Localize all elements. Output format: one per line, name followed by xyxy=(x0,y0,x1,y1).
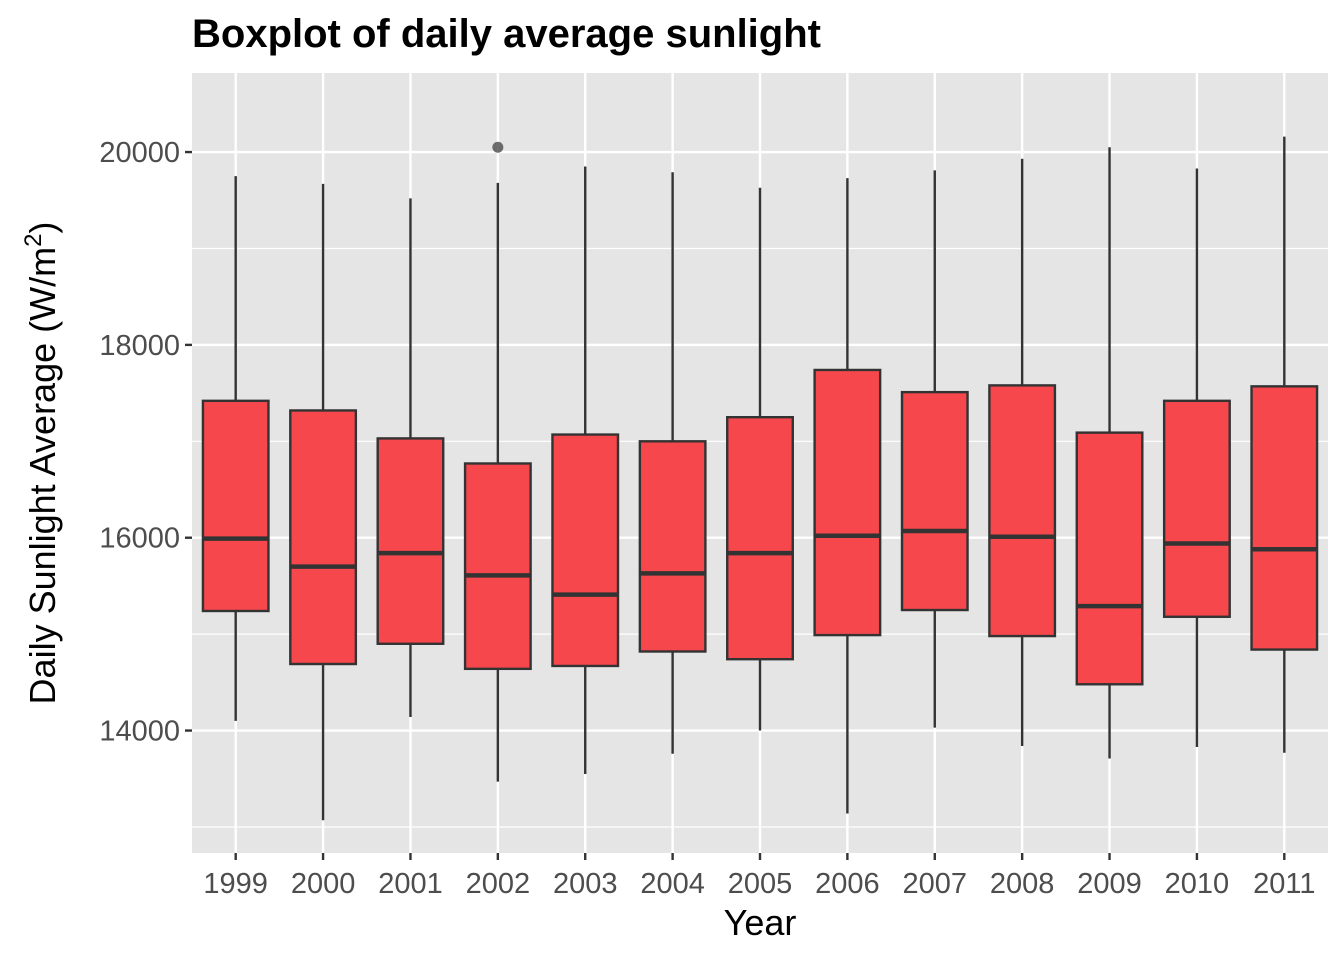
x-tick-label: 2001 xyxy=(378,868,443,900)
y-axis-title-main: Daily Sunlight Average (W/m xyxy=(22,247,63,705)
x-axis-title: Year xyxy=(724,902,797,943)
iqr-box xyxy=(638,440,707,653)
iqr-box xyxy=(1075,431,1144,686)
iqr-box xyxy=(463,462,532,671)
x-tick-label: 2008 xyxy=(990,868,1055,900)
outlier-point xyxy=(492,141,504,153)
iqr-box xyxy=(726,416,794,661)
box-2004 xyxy=(638,172,707,754)
chart-title: Boxplot of daily average sunlight xyxy=(192,12,821,56)
y-tick-label: 18000 xyxy=(99,330,180,362)
x-tick-label: 2005 xyxy=(728,868,793,900)
iqr-box xyxy=(551,433,620,668)
x-tick-label: 2009 xyxy=(1077,868,1142,900)
y-axis-title-superscript: 2 xyxy=(20,234,47,247)
iqr-box xyxy=(1250,385,1319,651)
box-2010 xyxy=(1162,168,1231,747)
y-axis-title-suffix: ) xyxy=(22,222,63,234)
x-tick-label: 2010 xyxy=(1165,868,1230,900)
iqr-box xyxy=(1162,399,1231,618)
box-2001 xyxy=(376,198,445,718)
box-2000 xyxy=(289,183,358,821)
y-axis-ticks: 14000 16000 18000 20000 xyxy=(99,137,192,748)
x-tick-label: 2003 xyxy=(553,868,618,900)
y-tick-label: 14000 xyxy=(99,716,180,748)
iqr-box xyxy=(201,399,270,613)
box-2006 xyxy=(813,178,882,814)
x-tick-label: 2006 xyxy=(815,868,880,900)
box-2008 xyxy=(988,158,1057,746)
box-2005 xyxy=(726,187,794,731)
x-axis-ticks: 1999 2000 2001 2002 2003 2004 2005 2006 2007 2008… xyxy=(203,853,1315,900)
box-2011 xyxy=(1250,136,1319,753)
box-2009 xyxy=(1075,147,1144,759)
box-2007 xyxy=(900,170,969,728)
iqr-box xyxy=(900,390,969,612)
x-tick-label: 2007 xyxy=(903,868,968,900)
x-tick-label: 2000 xyxy=(291,868,356,900)
box-1999 xyxy=(201,176,270,721)
iqr-box xyxy=(813,368,882,637)
x-tick-label: 2011 xyxy=(1253,868,1315,900)
y-axis-title: Daily Sunlight Average (W/m2) xyxy=(20,222,63,705)
iqr-box xyxy=(289,409,358,666)
iqr-box xyxy=(988,384,1057,638)
box-2002 xyxy=(463,141,532,782)
x-tick-label: 2004 xyxy=(640,868,705,900)
box-series xyxy=(201,136,1319,821)
x-tick-label: 2002 xyxy=(466,868,531,900)
x-tick-label: 1999 xyxy=(203,868,268,900)
y-tick-label: 16000 xyxy=(99,523,180,555)
y-tick-label: 20000 xyxy=(99,137,180,169)
box-2003 xyxy=(551,166,620,774)
iqr-box xyxy=(376,437,445,645)
